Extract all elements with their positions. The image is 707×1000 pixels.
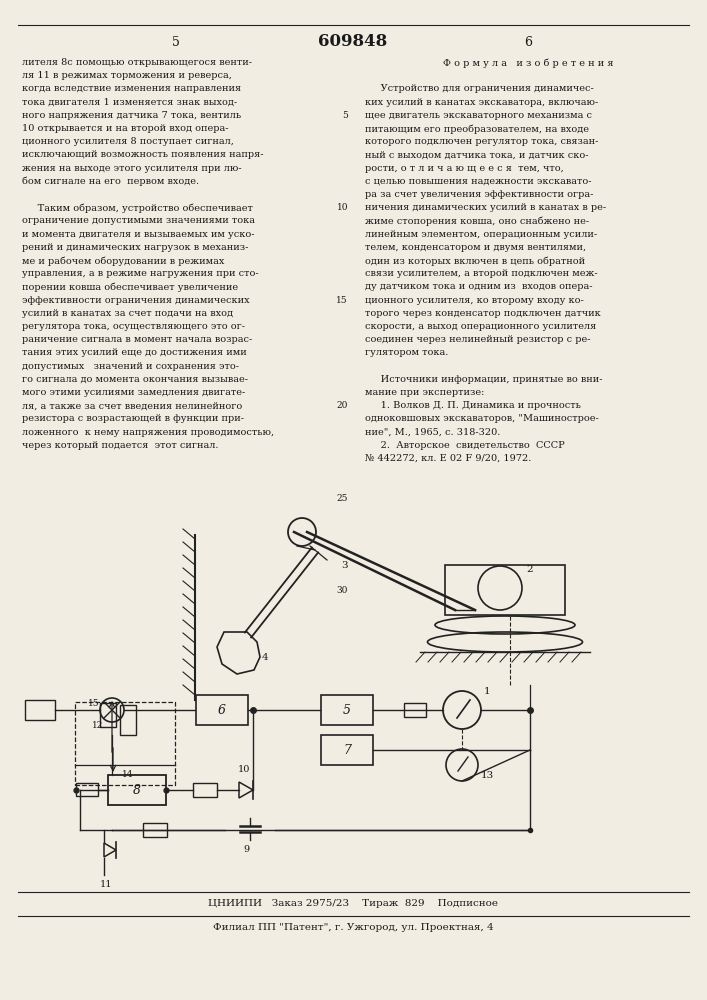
Text: мого этими усилиями замедления двигате-: мого этими усилиями замедления двигате-: [22, 388, 245, 397]
Text: 20: 20: [337, 401, 348, 410]
Text: раничение сигнала в момент начала возрас-: раничение сигнала в момент начала возрас…: [22, 335, 252, 344]
Text: исключающий возможность появления напря-: исключающий возможность появления напря-: [22, 150, 264, 159]
Text: ограничение допустимыми значениями тока: ограничение допустимыми значениями тока: [22, 216, 255, 225]
Text: ля, а также за счет введения нелинейного: ля, а также за счет введения нелинейного: [22, 401, 243, 410]
Text: жения на выходе этого усилителя при лю-: жения на выходе этого усилителя при лю-: [22, 164, 242, 173]
Text: 1: 1: [484, 688, 491, 696]
Text: мание при экспертизе:: мание при экспертизе:: [365, 388, 484, 397]
Text: 10 открывается и на второй вход опера-: 10 открывается и на второй вход опера-: [22, 124, 228, 133]
Text: 6: 6: [524, 35, 532, 48]
Text: порении ковша обеспечивает увеличение: порении ковша обеспечивает увеличение: [22, 282, 238, 292]
Text: ра за счет увеличения эффективности огра-: ра за счет увеличения эффективности огра…: [365, 190, 593, 199]
Text: регулятора тока, осуществляющего это ог-: регулятора тока, осуществляющего это ог-: [22, 322, 245, 331]
Text: лителя 8с помощью открывающегося венти-: лителя 8с помощью открывающегося венти-: [22, 58, 252, 67]
Text: связи усилителем, а второй подключен меж-: связи усилителем, а второй подключен меж…: [365, 269, 597, 278]
Text: когда вследствие изменения направления: когда вследствие изменения направления: [22, 84, 241, 93]
Text: ничения динамических усилий в канатах в ре-: ничения динамических усилий в канатах в …: [365, 203, 606, 212]
Text: ние", М., 1965, с. 318-320.: ние", М., 1965, с. 318-320.: [365, 428, 501, 437]
Text: 4: 4: [262, 652, 269, 662]
Text: ля 11 в режимах торможения и реверса,: ля 11 в режимах торможения и реверса,: [22, 71, 232, 80]
Text: 25: 25: [337, 494, 348, 503]
Text: эффективности ограничения динамических: эффективности ограничения динамических: [22, 296, 250, 305]
Text: жиме стопорения ковша, оно снабжено не-: жиме стопорения ковша, оно снабжено не-: [365, 216, 589, 226]
Text: Таким образом, устройство обеспечивает: Таким образом, устройство обеспечивает: [22, 203, 253, 213]
Text: ного напряжения датчика 7 тока, вентиль: ного напряжения датчика 7 тока, вентиль: [22, 111, 241, 120]
Text: тания этих усилий еще до достижения ими: тания этих усилий еще до достижения ими: [22, 348, 247, 357]
Text: ционного усилителя, ко второму входу ко-: ционного усилителя, ко второму входу ко-: [365, 296, 584, 305]
Text: соединен через нелинейный резистор с ре-: соединен через нелинейный резистор с ре-: [365, 335, 590, 344]
Text: Ф о р м у л а   и з о б р е т е н и я: Ф о р м у л а и з о б р е т е н и я: [443, 58, 613, 68]
Text: ложенного  к нему напряжения проводимостью,: ложенного к нему напряжения проводимость…: [22, 428, 274, 437]
Text: 5: 5: [342, 111, 348, 120]
Text: ЦНИИПИ   Заказ 2975/23    Тираж  829    Подписное: ЦНИИПИ Заказ 2975/23 Тираж 829 Подписное: [208, 900, 498, 908]
Text: 8: 8: [133, 784, 141, 796]
Text: ме и рабочем оборудовании в режимах: ме и рабочем оборудовании в режимах: [22, 256, 224, 265]
Text: 15: 15: [88, 698, 100, 708]
Text: 10: 10: [337, 203, 348, 212]
Text: 6: 6: [218, 704, 226, 716]
Text: 13: 13: [481, 770, 494, 780]
Text: линейным элементом, операционным усили-: линейным элементом, операционным усили-: [365, 230, 597, 239]
Text: усилий в канатах за счет подачи на вход: усилий в канатах за счет подачи на вход: [22, 309, 233, 318]
Text: 5: 5: [343, 704, 351, 716]
Text: управления, а в режиме нагружения при сто-: управления, а в режиме нагружения при ст…: [22, 269, 259, 278]
Text: рости, о т л и ч а ю щ е е с я  тем, что,: рости, о т л и ч а ю щ е е с я тем, что,: [365, 164, 563, 173]
Text: одноковшовых экскаваторов, "Машинострое-: одноковшовых экскаваторов, "Машинострое-: [365, 414, 599, 423]
Text: Источники информации, принятые во вни-: Источники информации, принятые во вни-: [365, 375, 602, 384]
Text: 2.  Авторское  свидетельство  СССР: 2. Авторское свидетельство СССР: [365, 441, 565, 450]
Text: скорости, а выход операционного усилителя: скорости, а выход операционного усилител…: [365, 322, 596, 331]
Text: Филиал ПП "Патент", г. Ужгород, ул. Проектная, 4: Филиал ПП "Патент", г. Ужгород, ул. Прое…: [213, 924, 493, 932]
Text: 609848: 609848: [318, 33, 387, 50]
Text: ционного усилителя 8 поступает сигнал,: ционного усилителя 8 поступает сигнал,: [22, 137, 234, 146]
Text: 5: 5: [172, 35, 180, 48]
Text: 14: 14: [122, 770, 134, 779]
Text: тока двигателя 1 изменяется знак выход-: тока двигателя 1 изменяется знак выход-: [22, 98, 237, 107]
Text: ду датчиком тока и одним из  входов опера-: ду датчиком тока и одним из входов опера…: [365, 282, 592, 291]
Text: через который подается  этот сигнал.: через который подается этот сигнал.: [22, 441, 218, 450]
Text: го сигнала до момента окончания вызывае-: го сигнала до момента окончания вызывае-: [22, 375, 248, 384]
Text: № 442272, кл. Е 02 F 9/20, 1972.: № 442272, кл. Е 02 F 9/20, 1972.: [365, 454, 532, 463]
Text: ный с выходом датчика тока, и датчик ско-: ный с выходом датчика тока, и датчик ско…: [365, 150, 588, 159]
Text: торого через конденсатор подключен датчик: торого через конденсатор подключен датчи…: [365, 309, 601, 318]
Text: допустимых   значений и сохранения это-: допустимых значений и сохранения это-: [22, 362, 239, 371]
Text: резистора с возрастающей в функции при-: резистора с возрастающей в функции при-: [22, 414, 244, 423]
Text: 9: 9: [243, 845, 249, 854]
Text: 30: 30: [337, 586, 348, 595]
Text: 11: 11: [100, 880, 112, 889]
Text: питающим его преобразователем, на входе: питающим его преобразователем, на входе: [365, 124, 589, 133]
Text: 3: 3: [341, 560, 348, 570]
Text: 15: 15: [337, 296, 348, 305]
Text: гулятором тока.: гулятором тока.: [365, 348, 448, 357]
Text: Устройство для ограничения динамичес-: Устройство для ограничения динамичес-: [365, 84, 594, 93]
Text: 1. Волков Д. П. Динамика и прочность: 1. Волков Д. П. Динамика и прочность: [365, 401, 581, 410]
Text: 12: 12: [93, 720, 104, 730]
Text: бом сигнале на его  первом входе.: бом сигнале на его первом входе.: [22, 177, 199, 186]
Text: 7: 7: [343, 744, 351, 756]
Text: рений и динамических нагрузок в механиз-: рений и динамических нагрузок в механиз-: [22, 243, 248, 252]
Text: которого подключен регулятор тока, связан-: которого подключен регулятор тока, связа…: [365, 137, 598, 146]
Text: и момента двигателя и вызываемых им уско-: и момента двигателя и вызываемых им уско…: [22, 230, 255, 239]
Text: 2: 2: [526, 566, 532, 574]
Text: телем, конденсатором и двумя вентилями,: телем, конденсатором и двумя вентилями,: [365, 243, 586, 252]
Text: 10: 10: [238, 765, 250, 774]
Text: с целью повышения надежности экскавато-: с целью повышения надежности экскавато-: [365, 177, 592, 186]
Text: щее двигатель экскаваторного механизма с: щее двигатель экскаваторного механизма с: [365, 111, 592, 120]
Text: один из которых включен в цепь обратной: один из которых включен в цепь обратной: [365, 256, 585, 265]
Text: ких усилий в канатах экскаватора, включаю-: ких усилий в канатах экскаватора, включа…: [365, 98, 598, 107]
